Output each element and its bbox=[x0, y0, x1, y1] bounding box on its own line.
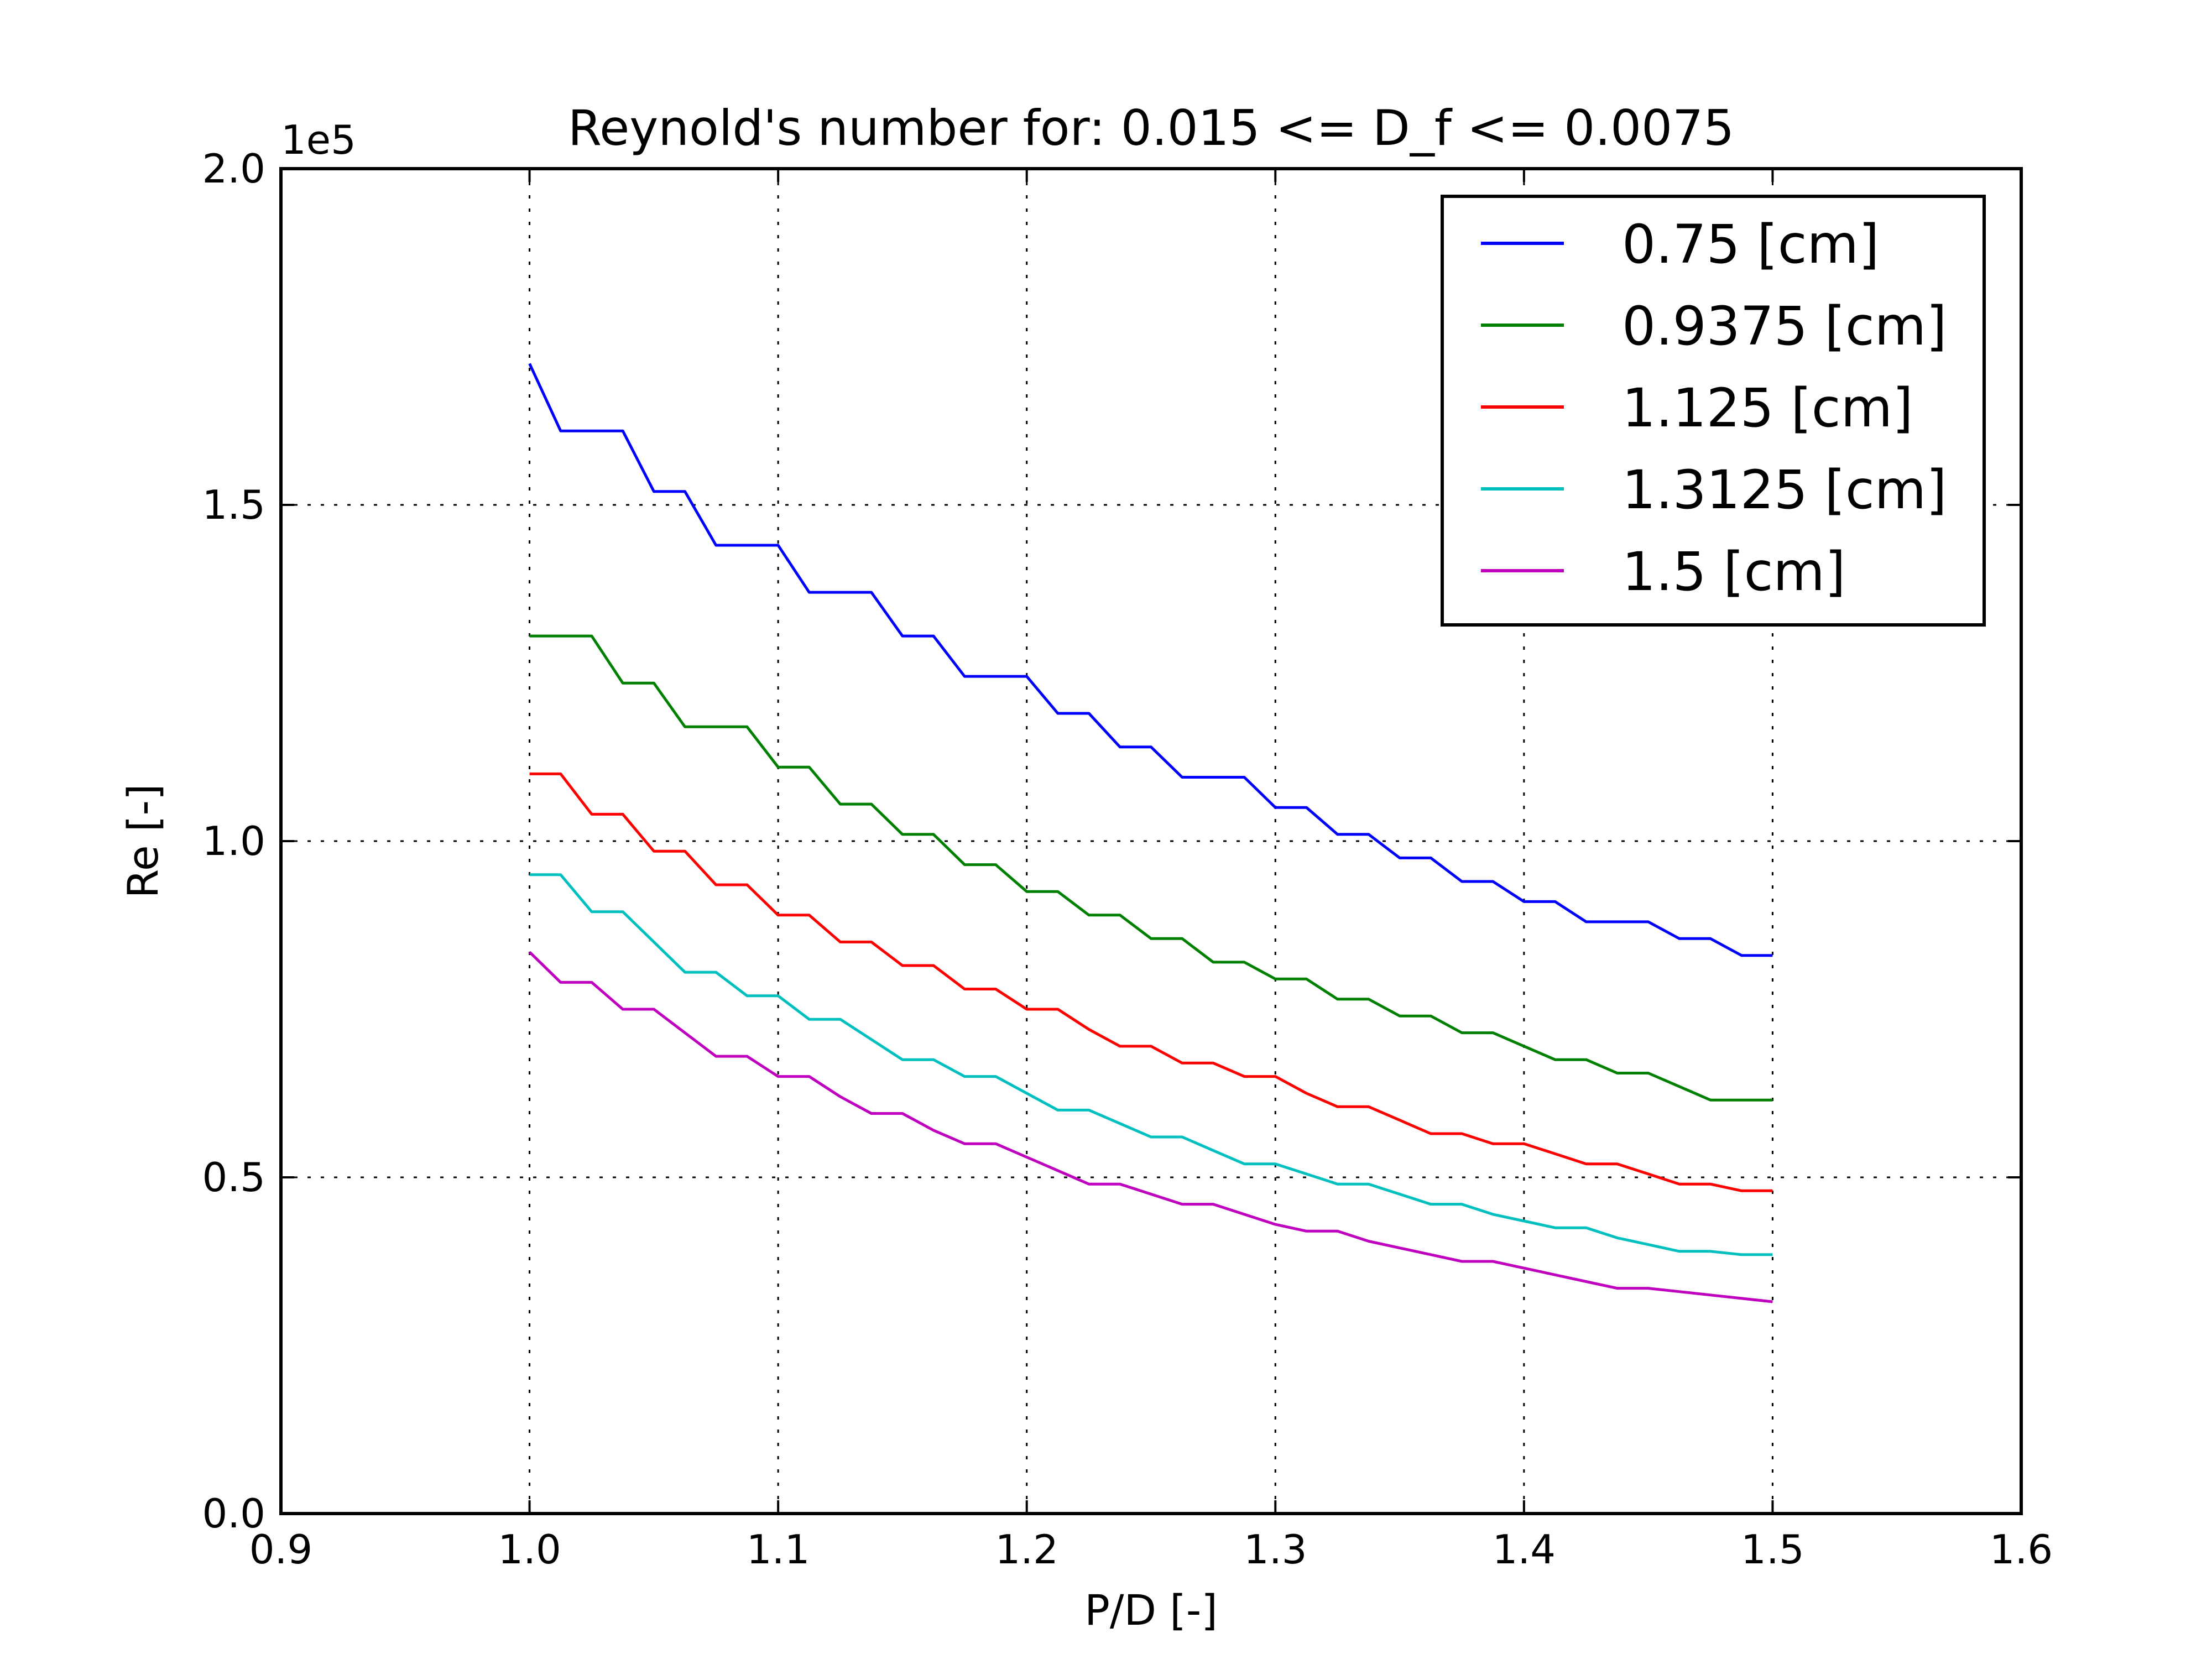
legend-box bbox=[1441, 195, 1986, 627]
ticks: 0.9 1.0 1.1 1.2 1.3 1.4 1.5 1.6 0.0 0.5 1.0 1.5 2.0 bbox=[202, 145, 2053, 1573]
x-axis-label: P/D [-] bbox=[1084, 1585, 1218, 1635]
y-offset-label: 1e5 bbox=[281, 117, 356, 163]
y-tick-label: 2.0 bbox=[202, 145, 265, 192]
series-line-3 bbox=[529, 772, 1773, 1192]
y-tick-label: 0.0 bbox=[202, 1490, 265, 1537]
x-tick-label: 1.1 bbox=[747, 1526, 810, 1573]
x-tick-label: 0.9 bbox=[249, 1526, 313, 1573]
legend-label: 1.5 [cm] bbox=[1622, 541, 1845, 603]
legend-label: 1.3125 [cm] bbox=[1622, 459, 1947, 521]
y-tick-label: 0.5 bbox=[202, 1154, 265, 1201]
series-line-4 bbox=[529, 873, 1773, 1256]
x-tick-label: 1.5 bbox=[1741, 1526, 1804, 1573]
legend-label: 0.9375 [cm] bbox=[1622, 295, 1947, 357]
y-tick-label: 1.5 bbox=[202, 482, 265, 528]
x-tick-label: 1.6 bbox=[1990, 1526, 2053, 1573]
series-line-1 bbox=[528, 363, 1773, 957]
chart-title: Reynold's number for: 0.015 <= D_f <= 0.… bbox=[568, 100, 1734, 156]
legend-label: 0.75 [cm] bbox=[1622, 213, 1879, 275]
y-axis-label: Re [-] bbox=[118, 784, 168, 898]
series-line-2 bbox=[529, 634, 1773, 1102]
x-tick-label: 1.3 bbox=[1244, 1526, 1307, 1573]
x-tick-label: 1.4 bbox=[1493, 1526, 1556, 1573]
legend-label: 1.125 [cm] bbox=[1622, 377, 1913, 439]
series-layer bbox=[528, 363, 1773, 1303]
legend: 0.75 [cm] 0.9375 [cm] 1.125 [cm] 1.3125 [cm… bbox=[1441, 195, 1986, 627]
x-tick-label: 1.2 bbox=[995, 1526, 1058, 1573]
y-tick-label: 1.0 bbox=[202, 818, 265, 864]
series-line-5 bbox=[528, 951, 1773, 1303]
x-tick-label: 1.0 bbox=[498, 1526, 561, 1573]
